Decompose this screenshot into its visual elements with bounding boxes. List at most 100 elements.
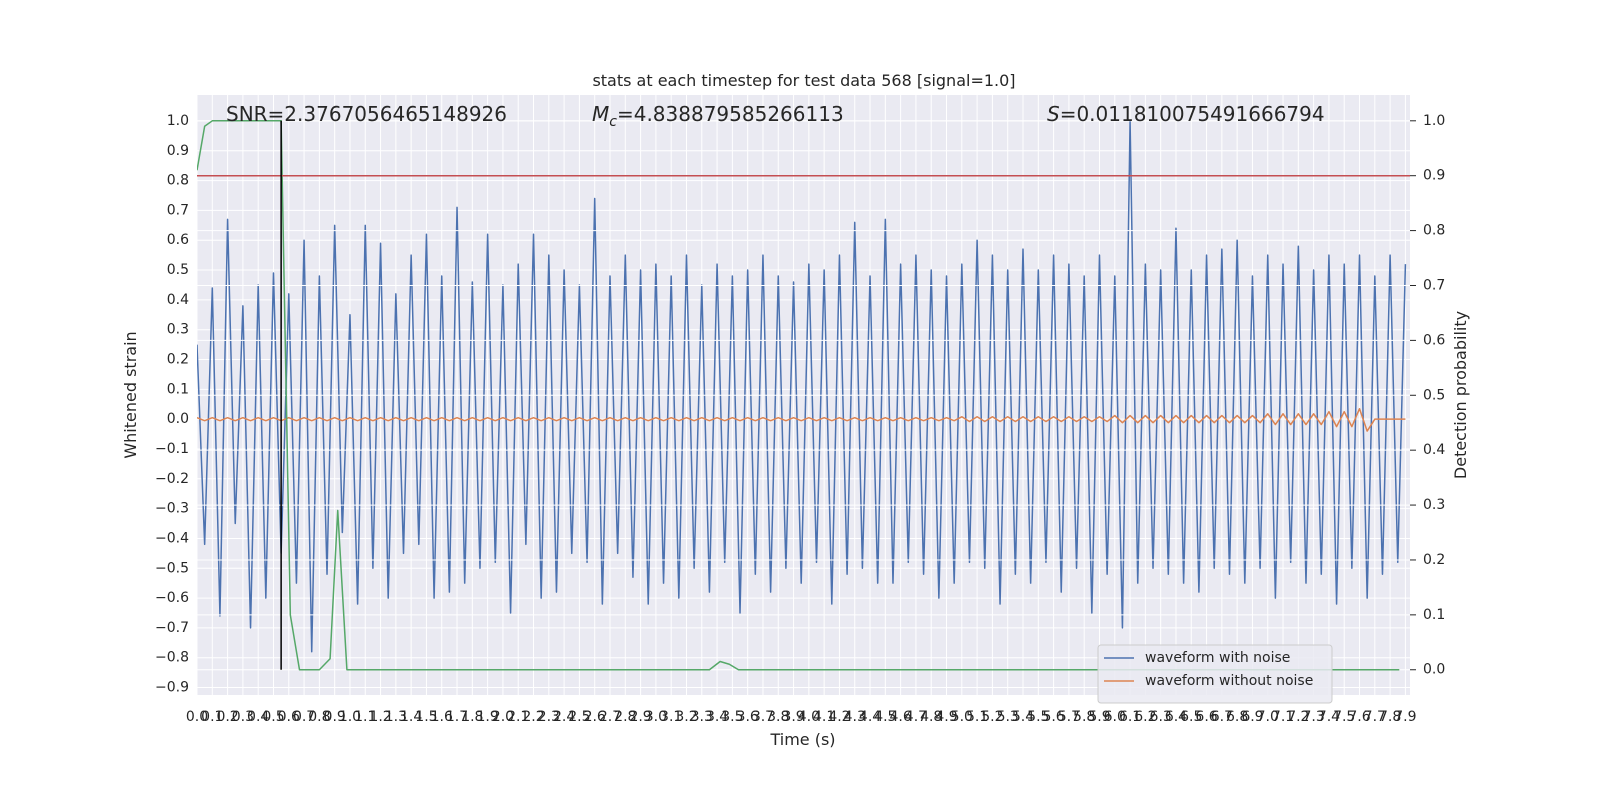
series-line (197, 120, 1407, 653)
x-tick-label: 6.9 (1241, 709, 1263, 725)
x-tick-label: 5.9 (1088, 709, 1110, 725)
x-tick-label: 0.5 (262, 709, 284, 725)
y2-tick-label: 0.4 (1423, 442, 1445, 458)
y-tick-label: 0.0 (167, 411, 189, 427)
x-tick-label: 1.5 (415, 709, 437, 725)
y-tick-label: −0.8 (155, 650, 189, 666)
y-tick-label: −0.3 (155, 501, 189, 517)
y-tick-label: −0.5 (155, 560, 189, 576)
x-tick-label: 3.3 (691, 709, 713, 725)
x-tick-label: 2.8 (614, 709, 636, 725)
plot-area (197, 120, 1410, 671)
x-axis-label: Time (s) (769, 730, 835, 749)
x-tick-label: 7.7 (1364, 709, 1386, 725)
x-tick-label: 7.4 (1318, 709, 1340, 725)
x-tick-label: 7.0 (1257, 709, 1279, 725)
y-tick-label: 0.3 (167, 322, 189, 338)
x-tick-label: 2.0 (492, 709, 514, 725)
x-tick-label: 6.2 (1134, 709, 1156, 725)
x-tick-label: 0.1 (201, 709, 223, 725)
annotation-subscript: c (609, 114, 617, 130)
x-tick-label: 4.9 (935, 709, 957, 725)
x-tick-label: 3.9 (782, 709, 804, 725)
x-tick-label: 6.6 (1195, 709, 1217, 725)
x-tick-label: 0.0 (186, 709, 208, 725)
x-tick-label: 2.9 (629, 709, 651, 725)
y-tick-label: −0.7 (155, 620, 189, 636)
y-tick-label: 1.0 (167, 113, 189, 129)
x-tick-label: 1.0 (339, 709, 361, 725)
x-tick-label: 2.7 (599, 709, 621, 725)
x-tick-label: 2.1 (507, 709, 529, 725)
y2-tick-label: 1.0 (1423, 113, 1445, 129)
legend-label: waveform with noise (1145, 650, 1290, 666)
x-tick-label: 5.5 (1027, 709, 1049, 725)
x-tick-label: 5.0 (951, 709, 973, 725)
x-tick-label: 4.3 (844, 709, 866, 725)
annotation: Mc=4.838879585266113 (592, 102, 844, 130)
x-tick-label: 2.3 (538, 709, 560, 725)
y2-axis-label: Detection probability (1451, 311, 1470, 479)
x-tick-label: 3.5 (721, 709, 743, 725)
annotation: S=0.011810075491666794 (1047, 102, 1325, 126)
x-tick-label: 3.4 (706, 709, 728, 725)
series-line (197, 407, 1406, 432)
x-tick-label: 4.8 (920, 709, 942, 725)
y-tick-label: 0.2 (167, 352, 189, 368)
annotation: SNR=2.3767056465148926 (226, 102, 507, 126)
y-tick-label: −0.6 (155, 590, 189, 606)
x-tick-label: 6.1 (1119, 709, 1141, 725)
annotation-text: SNR=2.3767056465148926 (226, 102, 507, 126)
y-tick-label: 0.7 (167, 202, 189, 218)
x-tick-label: 6.3 (1150, 709, 1172, 725)
x-tick-label: 0.8 (308, 709, 330, 725)
series-line (197, 120, 1400, 671)
x-tick-label: 6.8 (1226, 709, 1248, 725)
y2-tick-label: 0.0 (1423, 662, 1445, 678)
y2-tick-label: 0.5 (1423, 387, 1445, 403)
y-tick-label: −0.1 (155, 441, 189, 457)
x-tick-label: 3.1 (660, 709, 682, 725)
y-tick-label: 0.9 (167, 143, 189, 159)
x-tick-label: 2.2 (522, 709, 544, 725)
annotation-symbol: M (592, 102, 609, 126)
y2-tick-label: 0.3 (1423, 497, 1445, 513)
x-tick-label: 3.7 (752, 709, 774, 725)
y2-tick-label: 0.1 (1423, 607, 1445, 623)
x-tick-label: 1.2 (369, 709, 391, 725)
x-tick-label: 4.2 (828, 709, 850, 725)
x-tick-label: 3.2 (675, 709, 697, 725)
x-tick-label: 5.7 (1058, 709, 1080, 725)
x-tick-label: 4.4 (859, 709, 881, 725)
x-tick-label: 2.5 (568, 709, 590, 725)
x-tick-label: 6.5 (1180, 709, 1202, 725)
x-tick-label: 2.6 (584, 709, 606, 725)
x-tick-label: 6.7 (1211, 709, 1233, 725)
y-axis-label: Whitened strain (121, 331, 140, 458)
chart-title: stats at each timestep for test data 568… (592, 71, 1015, 90)
x-tick-label: 7.1 (1272, 709, 1294, 725)
annotation-symbol: S (1047, 102, 1060, 126)
x-tick-label: 7.8 (1379, 709, 1401, 725)
x-tick-label: 5.1 (966, 709, 988, 725)
y2-tick-label: 0.7 (1423, 277, 1445, 293)
x-tick-label: 4.7 (905, 709, 927, 725)
x-tick-label: 3.6 (737, 709, 759, 725)
y-tick-label: 0.5 (167, 262, 189, 278)
y-tick-label: 0.4 (167, 292, 189, 308)
x-tick-label: 3.8 (767, 709, 789, 725)
y2-tick-label: 0.8 (1423, 223, 1445, 239)
x-tick-label: 5.4 (1012, 709, 1034, 725)
x-tick-label: 0.9 (324, 709, 346, 725)
y-tick-label: −0.2 (155, 471, 189, 487)
annotation-text: =0.011810075491666794 (1060, 102, 1325, 126)
x-tick-label: 5.2 (981, 709, 1003, 725)
legend-label: waveform without noise (1145, 673, 1313, 689)
x-tick-label: 1.4 (400, 709, 422, 725)
x-tick-label: 4.1 (813, 709, 835, 725)
x-tick-label: 1.3 (385, 709, 407, 725)
y2-tick-label: 0.2 (1423, 552, 1445, 568)
x-tick-label: 6.4 (1165, 709, 1187, 725)
x-tick-label: 7.5 (1333, 709, 1355, 725)
x-tick-label: 0.3 (232, 709, 254, 725)
